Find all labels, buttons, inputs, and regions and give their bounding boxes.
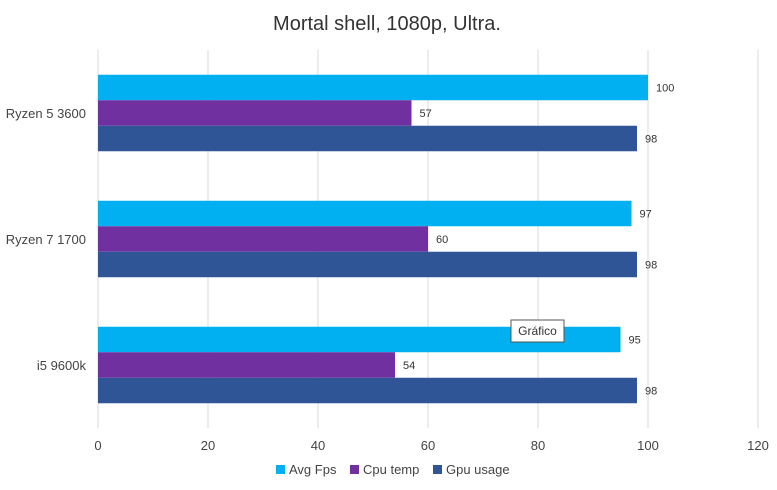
data-label: 98 bbox=[645, 134, 657, 146]
legend: Avg Fps Cpu temp Gpu usage bbox=[276, 462, 510, 477]
legend-label: Cpu temp bbox=[363, 462, 419, 477]
data-label: 98 bbox=[645, 386, 657, 398]
bar bbox=[98, 251, 637, 278]
x-tick-label: 0 bbox=[94, 438, 101, 453]
data-label: 100 bbox=[656, 83, 674, 95]
bar bbox=[98, 74, 648, 101]
data-label: 97 bbox=[640, 209, 652, 221]
bar bbox=[98, 100, 412, 126]
category-labels: Ryzen 5 3600 Ryzen 7 1700 i5 9600k bbox=[6, 106, 87, 373]
category-label: i5 9600k bbox=[37, 358, 87, 373]
category-label: Ryzen 7 1700 bbox=[6, 232, 86, 247]
bar bbox=[98, 226, 428, 252]
x-axis-ticks: 0 20 40 60 80 100 120 bbox=[94, 438, 768, 453]
data-label: 54 bbox=[403, 360, 415, 372]
chart-title: Mortal shell, 1080p, Ultra. bbox=[273, 13, 501, 35]
bar bbox=[98, 377, 637, 404]
legend-swatch bbox=[433, 465, 442, 474]
x-tick-label: 40 bbox=[311, 438, 325, 453]
data-label: 95 bbox=[629, 335, 641, 347]
tooltip-box bbox=[510, 319, 565, 343]
legend-swatch bbox=[276, 465, 285, 474]
bar bbox=[98, 352, 395, 378]
bar bbox=[98, 125, 637, 152]
legend-label: Gpu usage bbox=[446, 462, 510, 477]
data-label: 57 bbox=[420, 108, 432, 120]
bar bbox=[98, 200, 632, 227]
data-label: 60 bbox=[436, 234, 448, 246]
bars bbox=[98, 74, 648, 404]
data-label: 98 bbox=[645, 260, 657, 272]
x-tick-label: 120 bbox=[747, 438, 769, 453]
x-tick-label: 60 bbox=[421, 438, 435, 453]
category-label: Ryzen 5 3600 bbox=[6, 106, 86, 121]
legend-swatch bbox=[350, 465, 359, 474]
x-tick-label: 20 bbox=[201, 438, 215, 453]
tooltip-text: Gráfico bbox=[518, 324, 557, 338]
x-tick-label: 80 bbox=[531, 438, 545, 453]
x-tick-label: 100 bbox=[637, 438, 659, 453]
data-labels: 100 57 98 97 60 98 95 54 98 bbox=[403, 83, 674, 398]
tooltip: Gráfico bbox=[510, 319, 565, 343]
legend-label: Avg Fps bbox=[289, 462, 337, 477]
